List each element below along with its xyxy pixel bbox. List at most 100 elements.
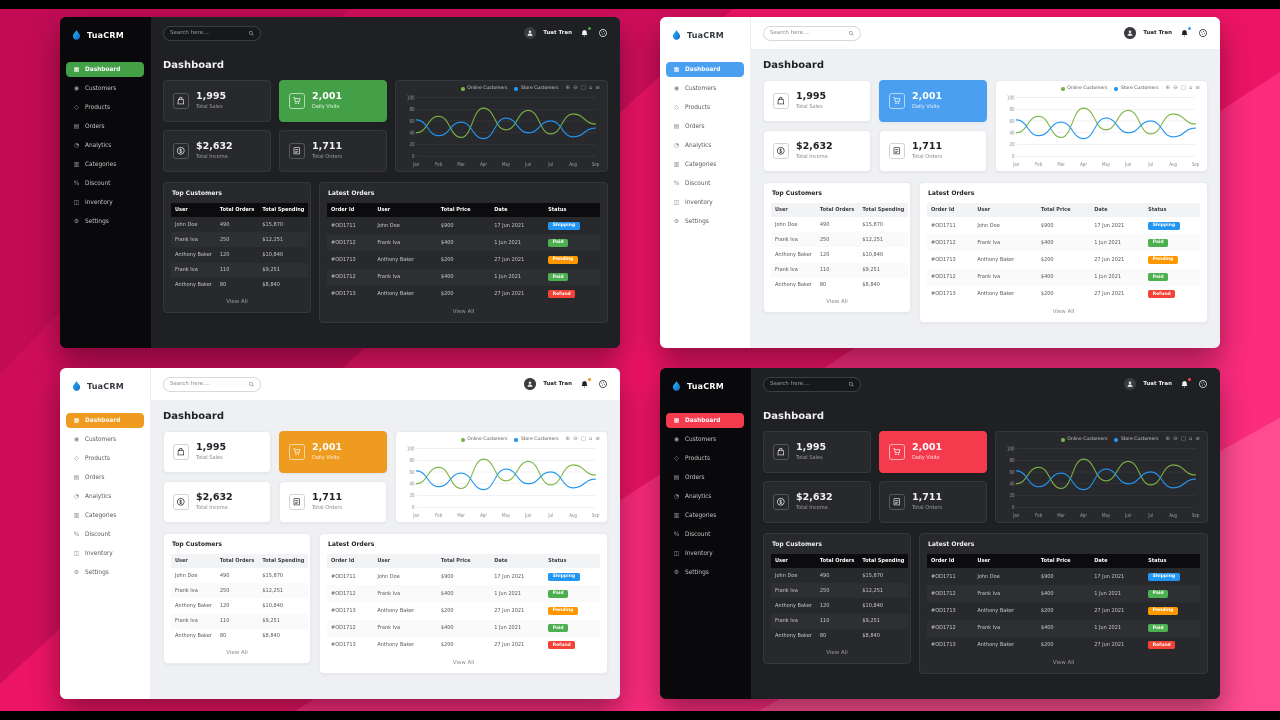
sidebar-item-customers[interactable]: ◉ Customers [666,432,744,447]
sidebar-item-label: Settings [685,569,709,576]
menu-icon[interactable]: ≡ [595,436,600,442]
sidebar-item-discount[interactable]: % Discount [666,527,744,542]
sidebar-item-products[interactable]: ◇ Products [666,100,744,115]
search-icon[interactable] [848,30,855,37]
notification-bell-icon[interactable] [1179,376,1192,390]
theme-palette-icon[interactable] [1197,28,1208,39]
sidebar-item-categories[interactable]: ▥ Categories [66,508,144,523]
sidebar-item-orders[interactable]: ▤ Orders [66,470,144,485]
sidebar-item-settings[interactable]: ⚙ Settings [66,214,144,229]
column-header-total-spending: Total Spending [258,203,309,217]
notification-bell-icon[interactable] [1179,25,1192,39]
svg-text:0: 0 [1012,153,1015,160]
zoom-out-icon[interactable]: ⊖ [573,436,578,442]
home-icon[interactable]: ⌂ [588,436,593,442]
sidebar-item-settings[interactable]: ⚙ Settings [666,565,744,580]
sidebar-item-label: Products [85,104,111,111]
sidebar-item-settings[interactable]: ⚙ Settings [666,214,744,229]
legend-label: Store Customers [1120,86,1159,92]
search-input[interactable] [170,30,244,36]
sidebar-item-dashboard[interactable]: ▦ Dashboard [66,413,144,428]
autoscale-icon[interactable]: ▢ [1180,85,1186,91]
sidebar-item-customers[interactable]: ◉ Customers [66,81,144,96]
sidebar-item-analytics[interactable]: ◔ Analytics [666,138,744,153]
table-row: #OD1712 Frank Iva $400 1 Jun 2021 Paid [327,585,600,602]
search-box[interactable] [763,25,861,41]
sidebar-item-discount[interactable]: % Discount [666,176,744,191]
sidebar-item-dashboard[interactable]: ▦ Dashboard [66,62,144,77]
home-icon[interactable]: ⌂ [588,85,593,91]
view-all-link[interactable]: View All [226,298,248,305]
view-all-link[interactable]: View All [452,659,475,666]
menu-icon[interactable]: ≡ [1195,436,1200,442]
sidebar-item-settings[interactable]: ⚙ Settings [66,565,144,580]
avatar[interactable] [524,27,537,39]
sidebar-item-orders[interactable]: ▤ Orders [666,119,744,134]
zoom-in-icon[interactable]: ⊕ [1165,85,1171,91]
sidebar-item-discount[interactable]: % Discount [66,176,144,191]
autoscale-icon[interactable]: ▢ [580,85,586,91]
search-icon[interactable] [248,381,255,388]
menu-icon[interactable]: ≡ [1195,85,1200,91]
sidebar-item-categories[interactable]: ▥ Categories [66,157,144,172]
sidebar-item-products[interactable]: ◇ Products [666,451,744,466]
sidebar-item-customers[interactable]: ◉ Customers [666,81,744,96]
svg-text:Aug: Aug [569,161,577,168]
search-input[interactable] [770,381,844,387]
dashboard-panel-bottom-left: TuaCRM ▦ Dashboard ◉ Customers ◇ Products ▤ Ord… [60,368,620,699]
sidebar-item-analytics[interactable]: ◔ Analytics [666,489,744,504]
view-all-link[interactable]: View All [226,649,248,656]
search-icon[interactable] [248,30,255,37]
sidebar-item-analytics[interactable]: ◔ Analytics [66,138,144,153]
sidebar-item-orders[interactable]: ▤ Orders [66,119,144,134]
view-all-link[interactable]: View All [826,298,848,305]
view-all-link[interactable]: View All [452,308,475,315]
home-icon[interactable]: ⌂ [1188,85,1193,91]
avatar[interactable] [1124,27,1137,39]
zoom-out-icon[interactable]: ⊖ [1173,85,1178,91]
search-input[interactable] [170,381,244,387]
search-box[interactable] [763,376,861,392]
autoscale-icon[interactable]: ▢ [580,436,586,442]
notification-bell-icon[interactable] [579,25,592,39]
notification-bell-icon[interactable] [579,376,592,390]
zoom-in-icon[interactable]: ⊕ [565,85,571,91]
zoom-out-icon[interactable]: ⊖ [1173,436,1178,442]
sidebar-item-inventory[interactable]: ◫ Inventory [66,546,144,561]
avatar[interactable] [524,378,537,390]
search-box[interactable] [163,25,261,41]
menu-icon[interactable]: ≡ [595,85,600,91]
zoom-in-icon[interactable]: ⊕ [565,436,571,442]
sidebar-item-inventory[interactable]: ◫ Inventory [666,546,744,561]
sidebar-item-products[interactable]: ◇ Products [66,100,144,115]
sidebar-item-products[interactable]: ◇ Products [66,451,144,466]
sidebar-item-orders[interactable]: ▤ Orders [666,470,744,485]
sidebar-item-categories[interactable]: ▥ Categories [666,508,744,523]
zoom-out-icon[interactable]: ⊖ [573,85,578,91]
zoom-in-icon[interactable]: ⊕ [1165,436,1171,442]
search-box[interactable] [163,376,261,392]
sidebar-item-inventory[interactable]: ◫ Inventory [66,195,144,210]
home-icon[interactable]: ⌂ [1188,436,1193,442]
sidebar-item-discount[interactable]: % Discount [66,527,144,542]
sidebar-item-dashboard[interactable]: ▦ Dashboard [666,413,744,428]
theme-palette-icon[interactable] [597,28,608,39]
sidebar-item-analytics[interactable]: ◔ Analytics [66,489,144,504]
autoscale-icon[interactable]: ▢ [1180,436,1186,442]
sidebar-item-dashboard[interactable]: ▦ Dashboard [666,62,744,77]
view-all-link[interactable]: View All [1052,308,1075,315]
search-input[interactable] [770,30,844,36]
view-all-link[interactable]: View All [826,649,848,656]
status-badge: Pending [1148,606,1178,615]
sidebar-item-categories[interactable]: ▥ Categories [666,157,744,172]
theme-palette-icon[interactable] [597,379,608,390]
avatar[interactable] [1124,378,1137,390]
view-all-link[interactable]: View All [1052,659,1075,666]
brand-logo-icon [70,29,83,42]
column-header-total-price: Total Price [436,203,491,217]
sidebar-item-customers[interactable]: ◉ Customers [66,432,144,447]
theme-palette-icon[interactable] [1197,379,1208,390]
dashboard-icon: ▦ [673,417,680,424]
sidebar-item-inventory[interactable]: ◫ Inventory [666,195,744,210]
search-icon[interactable] [848,381,855,388]
